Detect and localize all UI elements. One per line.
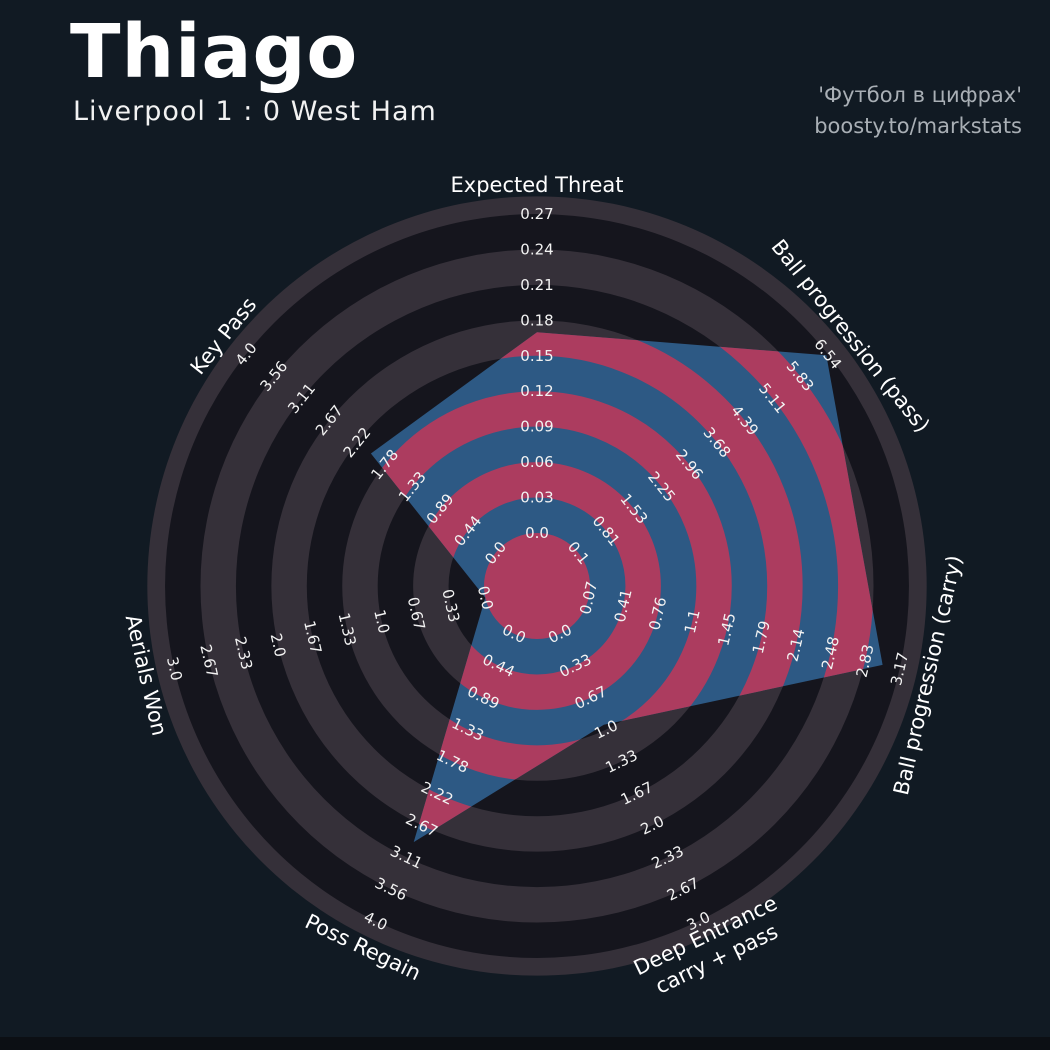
accent-ring: [370, 332, 874, 843]
tick-label: 0.15: [520, 347, 553, 365]
credits-block: 'Футбол в цифрах' boosty.to/markstats: [814, 80, 1022, 142]
center-circle: [484, 533, 590, 639]
footer-bar: [0, 1037, 1050, 1050]
tick-label: 0.12: [520, 382, 553, 400]
tick-label: 0.18: [520, 311, 553, 329]
tick-label: 1.1: [681, 608, 704, 635]
match-subtitle: Liverpool 1 : 0 West Ham: [73, 96, 437, 127]
tick-label: 0.09: [520, 418, 553, 436]
tick-label: 0.0: [525, 524, 549, 542]
tick-label: 2.0: [267, 631, 290, 658]
tick-label: 0.24: [520, 241, 553, 259]
page-title: Thiago: [70, 9, 359, 95]
credit-line-2: boosty.to/markstats: [814, 114, 1022, 138]
tick-label: 3.0: [163, 655, 186, 682]
tick-label: 0.06: [520, 453, 553, 471]
tick-label: 0.0: [474, 584, 497, 611]
param-label-line: Expected Threat: [451, 173, 624, 197]
param-label: Expected Threat: [451, 173, 624, 197]
tick-label: 0.21: [520, 276, 553, 294]
credit-line-1: 'Футбол в цифрах': [818, 83, 1022, 107]
tick-label: 1.0: [370, 608, 393, 635]
tick-label: 0.27: [520, 205, 553, 223]
tick-label: 0.03: [520, 489, 553, 507]
accent-ring: [370, 391, 732, 781]
